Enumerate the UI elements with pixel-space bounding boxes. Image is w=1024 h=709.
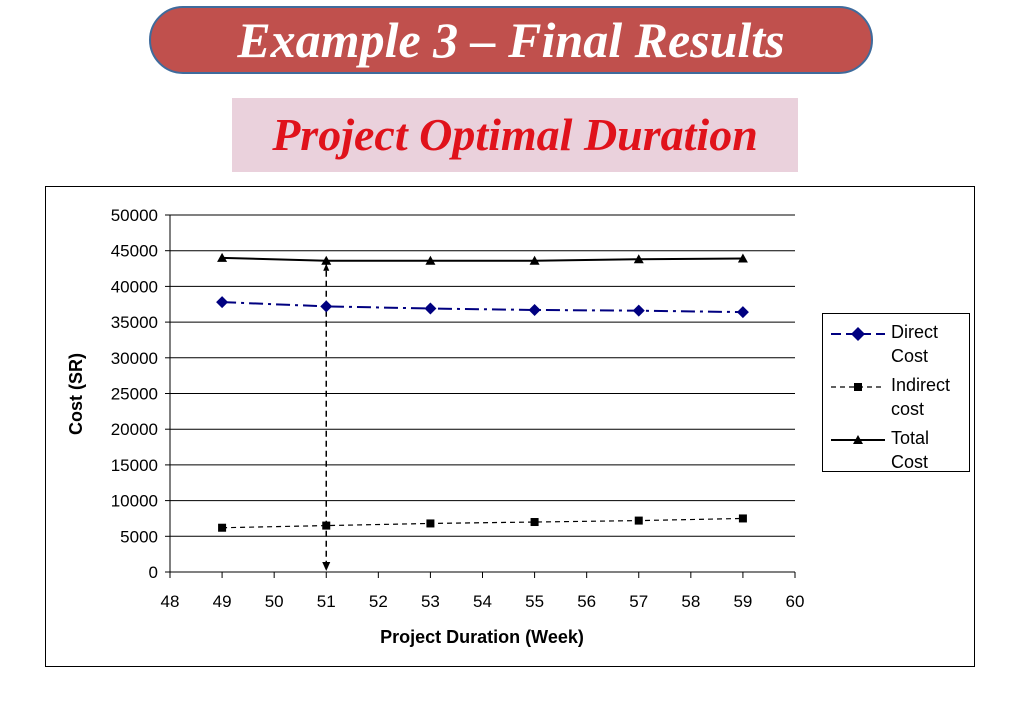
- x-tick-label: 59: [733, 592, 752, 611]
- point-direct-cost: [632, 304, 645, 317]
- arrow-tail: [323, 263, 330, 271]
- point-total-cost: [737, 253, 748, 263]
- y-tick-label: 35000: [111, 313, 158, 332]
- page-title: Example 3 – Final Results: [237, 12, 785, 68]
- x-tick-label: 50: [265, 592, 284, 611]
- title-banner: Example 3 – Final Results: [149, 6, 873, 74]
- point-total-cost: [217, 252, 228, 262]
- series-line-direct-cost: [222, 301, 743, 314]
- y-tick-label: 15000: [111, 456, 158, 475]
- x-axis-label: Project Duration (Week): [380, 627, 584, 647]
- chart-frame: [45, 186, 975, 667]
- legend-swatch-total: [831, 435, 885, 444]
- y-tick-label: 5000: [120, 527, 158, 546]
- x-tick-label: 55: [525, 592, 544, 611]
- legend-swatch-direct: [831, 327, 885, 341]
- legend-label-indirect: Indirect cost: [891, 375, 951, 419]
- x-tick-label: 52: [369, 592, 388, 611]
- y-tick-label: 45000: [111, 242, 158, 261]
- legend-label-direct: Direct Cost: [891, 322, 939, 366]
- x-tick-label: 53: [421, 592, 440, 611]
- point-total-cost: [425, 255, 436, 265]
- y-tick-label: 25000: [111, 385, 158, 404]
- y-tick-label: 30000: [111, 349, 158, 368]
- page-subtitle: Project Optimal Duration: [272, 109, 758, 160]
- x-tick-label: 60: [786, 592, 805, 611]
- y-axis-label: Cost (SR): [66, 353, 86, 435]
- subtitle-box: Project Optimal Duration: [232, 98, 798, 172]
- series: [216, 252, 749, 532]
- y-tick-label: 0: [149, 563, 158, 582]
- point-direct-cost: [424, 302, 437, 315]
- grid-lines: [170, 214, 795, 537]
- y-tick-label: 10000: [111, 492, 158, 511]
- x-tick-label: 51: [317, 592, 336, 611]
- legend-item-direct: Direct Cost: [823, 316, 969, 366]
- y-tick-label: 40000: [111, 277, 158, 296]
- legend-swatch-indirect: [831, 383, 885, 391]
- x-tick-label: 48: [161, 592, 180, 611]
- point-direct-cost: [736, 306, 749, 319]
- x-tick-label: 56: [577, 592, 596, 611]
- point-total-cost: [529, 255, 540, 265]
- x-tick-label: 49: [213, 592, 232, 611]
- axes: 0 5000 10000 15000 20000 25000 30000 35000 40000…: [111, 206, 805, 611]
- point-total-cost: [321, 255, 332, 265]
- legend-label-total: Total Cost: [891, 428, 930, 472]
- point-indirect-cost: [738, 514, 747, 523]
- point-indirect-cost: [634, 516, 643, 525]
- legend: Direct Cost Indirect cost Total Cost: [822, 313, 970, 472]
- legend-item-total: Total Cost: [823, 422, 969, 472]
- point-indirect-cost: [426, 519, 435, 528]
- x-tick-label: 58: [681, 592, 700, 611]
- y-tick-label: 50000: [111, 206, 158, 225]
- point-indirect-cost: [218, 523, 227, 532]
- point-direct-cost: [216, 296, 229, 309]
- point-indirect-cost: [530, 518, 539, 527]
- point-direct-cost: [320, 300, 333, 313]
- point-total-cost: [633, 254, 644, 264]
- x-tick-label: 57: [629, 592, 648, 611]
- x-tick-label: 54: [473, 592, 492, 611]
- arrow-head: [322, 562, 331, 571]
- point-direct-cost: [528, 303, 541, 316]
- series-line-total-cost: [222, 256, 743, 262]
- series-line-indirect-cost: [222, 517, 743, 529]
- point-indirect-cost: [322, 521, 331, 530]
- y-tick-label: 20000: [111, 420, 158, 439]
- legend-item-indirect: Indirect cost: [823, 369, 969, 419]
